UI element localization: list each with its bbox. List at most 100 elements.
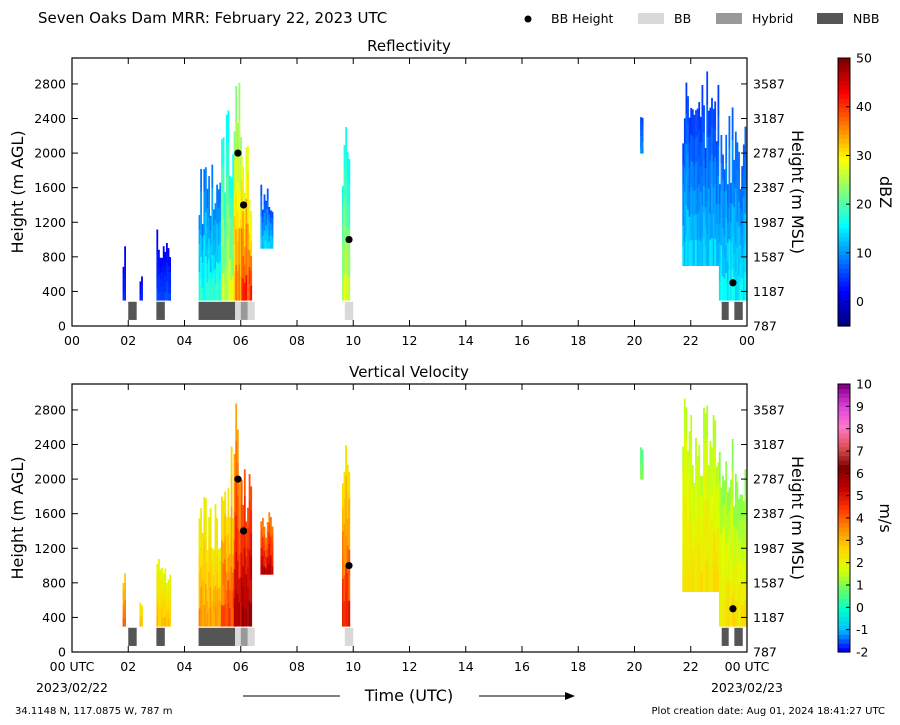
echo-cell (714, 101, 717, 130)
echo-cell (712, 239, 715, 266)
echo-cell (682, 224, 685, 246)
echo-cell (240, 155, 243, 181)
echo-cell (236, 241, 239, 271)
colorbar-segment (838, 223, 850, 229)
echo-cell (159, 257, 162, 266)
echo-cell (726, 242, 729, 262)
colorbar-tick-label: 20 (856, 197, 872, 212)
echo-cell (695, 540, 697, 567)
echo-cell (198, 590, 201, 609)
echo-cell (695, 489, 697, 516)
echo-cell (728, 487, 731, 511)
echo-cell (696, 187, 699, 214)
echo-cell (695, 110, 697, 137)
echo-cell (715, 141, 718, 163)
echo-cell (198, 518, 201, 537)
echo-cell (699, 191, 702, 217)
echo-cell (682, 204, 685, 226)
echo-cell (726, 603, 729, 627)
echo-cell (734, 272, 737, 301)
echo-cell (698, 129, 701, 157)
echo-cell (248, 474, 251, 500)
echo-cell (712, 473, 715, 504)
x-tick-label: 00 UTC (50, 659, 95, 674)
echo-cell (733, 566, 736, 587)
echo-cell (213, 600, 215, 614)
echo-cell (711, 209, 713, 238)
echo-cell (236, 429, 239, 463)
echo-cell (720, 135, 723, 163)
y2-tick-label: 1987 (753, 215, 785, 230)
echo-cell (343, 274, 346, 301)
echo-cell (720, 245, 723, 273)
reflectivity-colorbar-label: dBZ (876, 176, 895, 208)
colorbar-segment (838, 276, 850, 282)
echo-cell (156, 241, 159, 254)
echo-cell (725, 598, 728, 627)
echo-cell (221, 518, 223, 541)
colorbar-segment (838, 526, 850, 532)
colorbar-segment (838, 486, 850, 492)
echo-cell (711, 447, 713, 472)
echo-cell (715, 161, 718, 184)
echo-cell (717, 115, 720, 146)
echo-cell (158, 274, 160, 284)
bb-height-marker (345, 235, 353, 244)
colorbar-segment (838, 169, 850, 175)
echo-cell (139, 290, 142, 295)
echo-cell (162, 291, 165, 301)
colorbar-segment (838, 553, 850, 559)
echo-cell (343, 549, 346, 576)
echo-cell (736, 273, 739, 301)
echo-cell (245, 249, 248, 276)
echo-cell (166, 243, 168, 253)
echo-cell (216, 554, 218, 573)
echo-cell (245, 538, 248, 557)
echo-cell (723, 577, 726, 603)
echo-cell (718, 203, 721, 224)
echo-cell (690, 415, 693, 445)
echo-cell (240, 179, 243, 205)
echo-cell (723, 278, 726, 301)
echo-cell (734, 600, 737, 627)
echo-cell (711, 543, 713, 568)
echo-cell (238, 505, 241, 531)
echo-cell (706, 405, 709, 438)
bb-height-marker (239, 201, 248, 209)
echo-cell (728, 116, 731, 148)
echo-cell (271, 542, 274, 551)
echo-cell (236, 152, 239, 183)
echo-cell (641, 449, 644, 456)
colorbar-segment (838, 250, 850, 256)
echo-cell (229, 237, 231, 260)
colorbar-segment (838, 629, 850, 635)
echo-cell (685, 530, 688, 562)
echo-cell (703, 105, 705, 133)
bb-type-segment (247, 627, 255, 646)
echo-cell (741, 494, 744, 518)
colorbar-segment (838, 491, 850, 497)
echo-cell (699, 514, 702, 535)
echo-cell (725, 189, 728, 218)
echo-cell (714, 238, 717, 266)
echo-cell (687, 497, 689, 522)
echo-cell (698, 444, 701, 470)
echo-cell (201, 249, 204, 263)
echo-cell (219, 586, 222, 601)
echo-cell (690, 186, 693, 214)
echo-cell (206, 613, 209, 627)
echo-cell (205, 498, 207, 521)
y-tick-label: 1600 (34, 506, 66, 521)
echo-cell (641, 117, 644, 125)
echo-cell (734, 524, 737, 551)
echo-cell (718, 451, 721, 482)
echo-cell (200, 190, 202, 214)
bb-type-segment (240, 627, 248, 646)
echo-cell (701, 553, 704, 573)
y2-tick-label: 3187 (753, 111, 785, 126)
echo-cell (232, 572, 235, 591)
echo-cell (715, 466, 718, 488)
echo-cell (714, 183, 717, 212)
echo-cell (217, 226, 220, 246)
echo-cell (742, 144, 745, 171)
